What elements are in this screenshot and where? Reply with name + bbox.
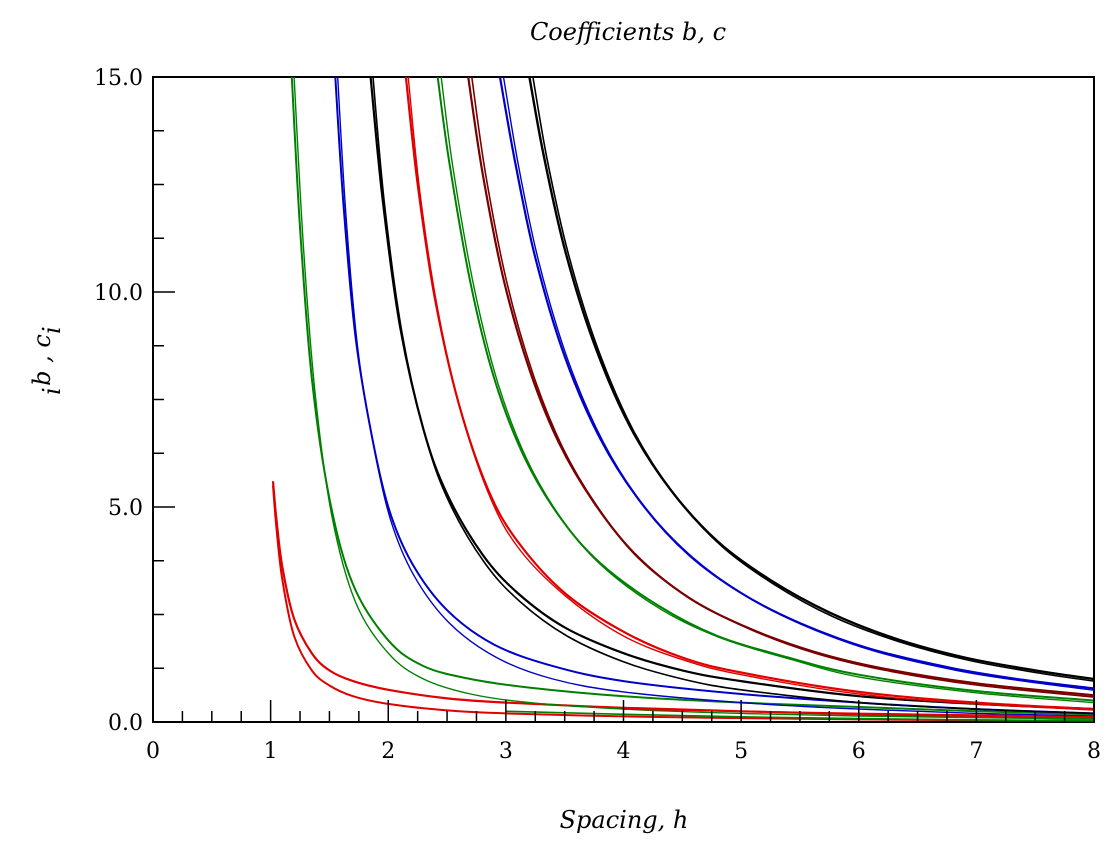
series-line-5	[334, 77, 1094, 715]
series-line-17	[528, 77, 1094, 681]
x-tick-label: 3	[499, 739, 513, 764]
x-tick-label: 5	[734, 739, 748, 764]
y-axis-label-subscript-c: i	[38, 326, 66, 334]
x-tick-label: 0	[146, 739, 160, 764]
series-line-9	[404, 77, 1094, 711]
x-axis-label: Spacing, h	[560, 806, 689, 834]
y-axis-label-main: b , c	[28, 334, 56, 386]
series-line-2	[272, 485, 1094, 722]
x-axis: 0 1 2 3 4 5 6 7 8	[146, 700, 1101, 764]
x-tick-label: 8	[1087, 739, 1101, 764]
series-line-18	[532, 77, 1094, 682]
series-line-11	[436, 77, 1094, 702]
chart-title: Coefficients b, c	[530, 18, 726, 46]
y-tick-label: 0.0	[108, 711, 143, 736]
x-tick-label: 2	[381, 739, 395, 764]
y-tick-label: 10.0	[94, 281, 143, 306]
y-tick-label: 15.0	[94, 66, 143, 91]
y-tick-label: 5.0	[108, 496, 143, 521]
series-line-3	[290, 77, 1094, 716]
x-tick-label: 7	[969, 739, 983, 764]
series-line-16	[502, 77, 1094, 691]
x-tick-label: 6	[852, 739, 866, 764]
y-axis-label-subscript-b: i	[38, 387, 66, 395]
series-line-10	[407, 77, 1094, 711]
series-line-14	[471, 77, 1094, 698]
series-line-7	[369, 77, 1094, 711]
series-line-8	[372, 77, 1094, 715]
y-axis-label: b , c	[28, 334, 56, 386]
x-tick-label: 4	[617, 739, 631, 764]
y-axis: 0.0 5.0 10.0 15.0	[94, 66, 175, 736]
plot-frame	[152, 76, 1095, 723]
series-line-13	[467, 77, 1094, 697]
plot-area	[152, 76, 1095, 723]
x-tick-label: 1	[264, 739, 278, 764]
series-layer	[271, 77, 1094, 722]
series-line-12	[440, 77, 1094, 704]
y-axis-label-group: b , c i i	[28, 326, 66, 395]
